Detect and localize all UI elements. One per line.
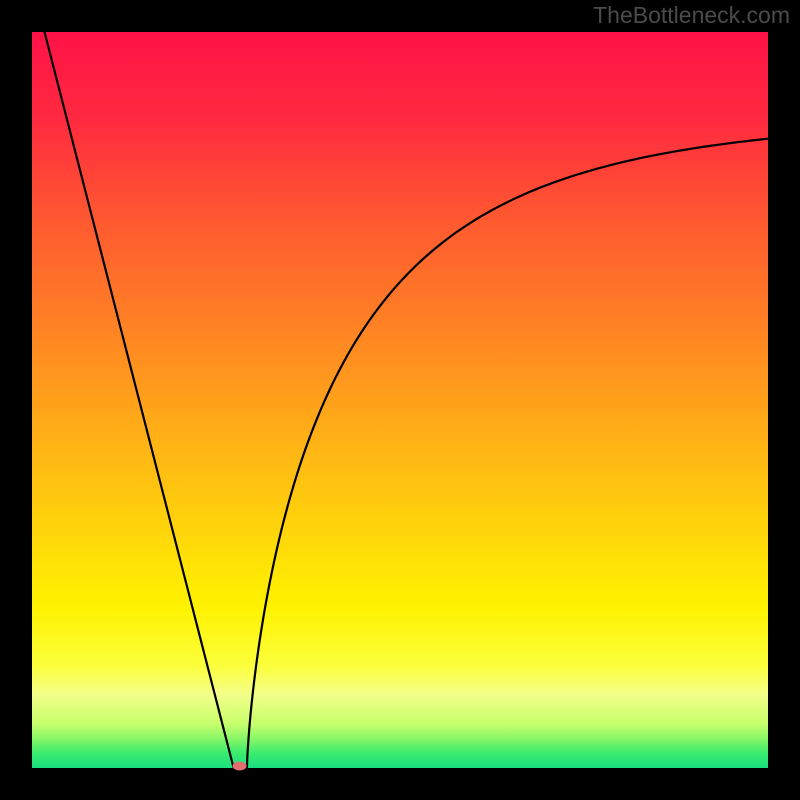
attribution-label: TheBottleneck.com [593,2,790,28]
plot-background [32,32,768,768]
chart-svg: TheBottleneck.com [0,0,800,800]
minimum-marker [233,762,247,771]
bottleneck-chart: TheBottleneck.com [0,0,800,800]
